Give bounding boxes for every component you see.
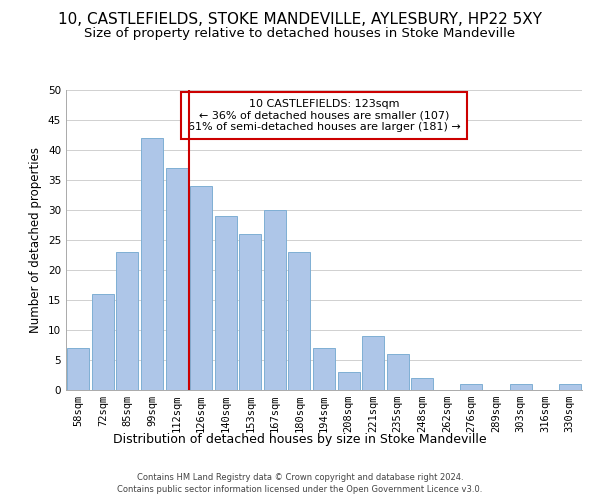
Bar [264, 210, 286, 390]
Bar [239, 234, 262, 390]
Text: Contains HM Land Registry data © Crown copyright and database right 2024.: Contains HM Land Registry data © Crown c… [137, 472, 463, 482]
Y-axis label: Number of detached properties: Number of detached properties [29, 147, 43, 333]
Bar [92, 294, 114, 390]
Bar [313, 348, 335, 390]
Text: 10, CASTLEFIELDS, STOKE MANDEVILLE, AYLESBURY, HP22 5XY: 10, CASTLEFIELDS, STOKE MANDEVILLE, AYLE… [58, 12, 542, 28]
Text: Distribution of detached houses by size in Stoke Mandeville: Distribution of detached houses by size … [113, 432, 487, 446]
Text: 10 CASTLEFIELDS: 123sqm
← 36% of detached houses are smaller (107)
61% of semi-d: 10 CASTLEFIELDS: 123sqm ← 36% of detache… [188, 99, 460, 132]
Bar [289, 252, 310, 390]
Bar [166, 168, 188, 390]
Bar [386, 354, 409, 390]
Text: Size of property relative to detached houses in Stoke Mandeville: Size of property relative to detached ho… [85, 28, 515, 40]
Bar [67, 348, 89, 390]
Bar [338, 372, 359, 390]
Bar [215, 216, 237, 390]
Bar [411, 378, 433, 390]
Bar [509, 384, 532, 390]
Bar [141, 138, 163, 390]
Bar [116, 252, 139, 390]
Bar [190, 186, 212, 390]
Bar [362, 336, 384, 390]
Text: Contains public sector information licensed under the Open Government Licence v3: Contains public sector information licen… [118, 485, 482, 494]
Bar [460, 384, 482, 390]
Bar [559, 384, 581, 390]
